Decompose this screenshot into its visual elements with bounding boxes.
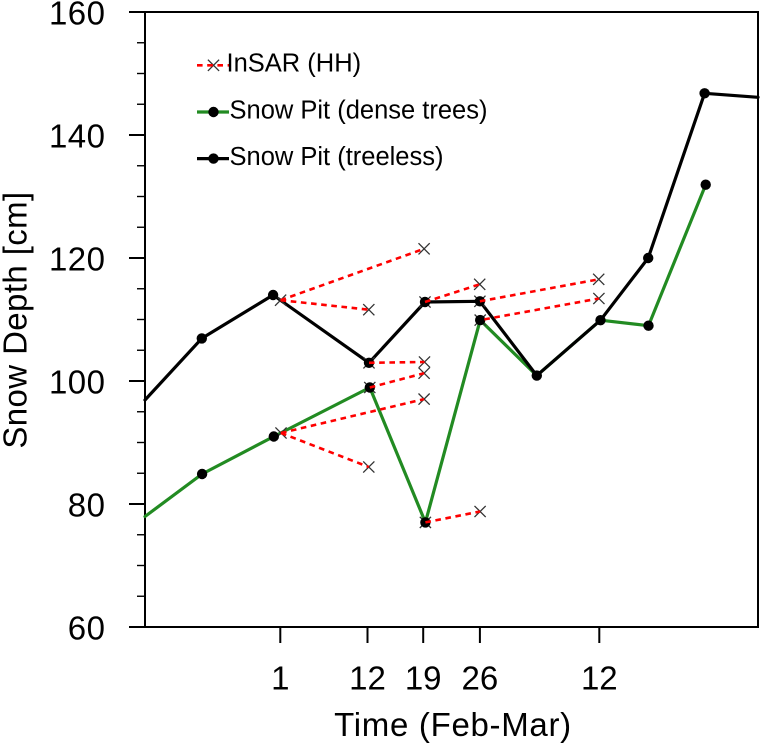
svg-text:160: 160 xyxy=(49,0,106,31)
svg-text:InSAR (HH): InSAR (HH) xyxy=(227,50,362,78)
svg-text:Snow Depth [cm]: Snow Depth [cm] xyxy=(0,191,34,448)
svg-text:120: 120 xyxy=(49,240,106,277)
svg-text:Snow Pit (treeless): Snow Pit (treeless) xyxy=(230,143,444,171)
svg-text:26: 26 xyxy=(462,660,499,697)
svg-text:12: 12 xyxy=(581,660,618,697)
svg-text:12: 12 xyxy=(349,660,386,697)
svg-text:140: 140 xyxy=(49,117,106,154)
svg-text:19: 19 xyxy=(405,660,442,697)
svg-text:100: 100 xyxy=(49,363,106,400)
svg-text:60: 60 xyxy=(68,609,106,646)
svg-text:Time (Feb-Mar): Time (Feb-Mar) xyxy=(334,706,572,743)
svg-text:80: 80 xyxy=(68,486,106,523)
svg-text:Snow Pit (dense trees): Snow Pit (dense trees) xyxy=(230,96,488,124)
svg-text:1: 1 xyxy=(271,660,289,697)
